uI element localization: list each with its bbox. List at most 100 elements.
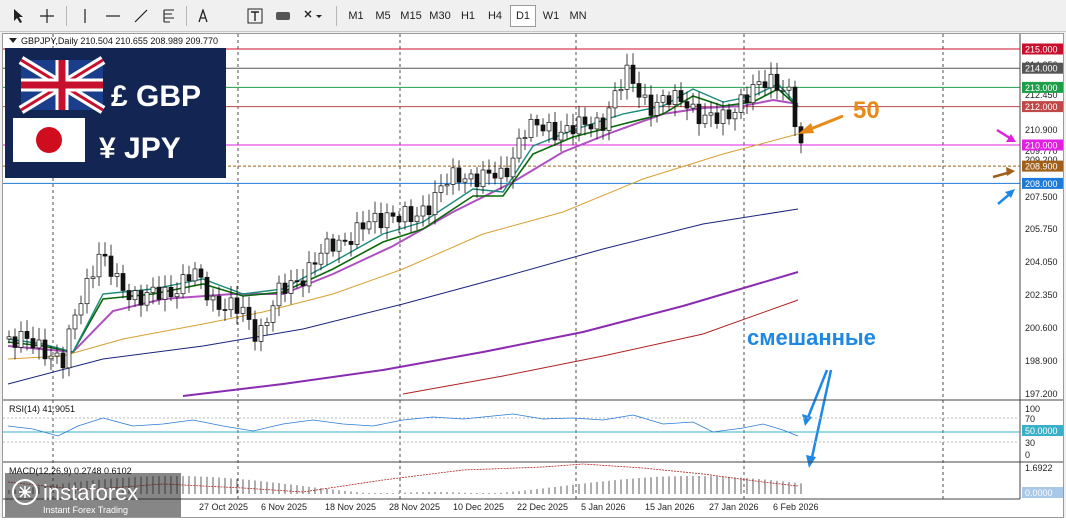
candle-body: [678, 90, 684, 102]
price-level-tag: [1022, 160, 1063, 172]
candle-body: [726, 109, 732, 120]
annotation-50: 50: [798, 97, 880, 134]
candle-body: [630, 64, 636, 84]
candle-body: [120, 273, 126, 291]
horizontal-line-icon: [106, 15, 120, 17]
candle-body: [366, 221, 372, 230]
candle-body: [24, 331, 30, 339]
annotation-mixed: смешанные: [747, 325, 876, 468]
candle-body: [150, 286, 156, 293]
candle-body: [450, 167, 456, 185]
candle-body: [174, 293, 180, 298]
candle-body: [108, 255, 114, 277]
timeframe-m5-button[interactable]: M5: [375, 10, 391, 22]
timeframe-mn-button[interactable]: MN: [569, 10, 587, 22]
candle-body: [252, 319, 258, 342]
rectangle-icon: [276, 12, 290, 20]
text-tool-button[interactable]: [192, 5, 214, 27]
candle-body: [744, 94, 750, 104]
candle-body: [54, 352, 60, 357]
horizontal-line-tool-button[interactable]: [102, 5, 124, 27]
candle-body: [492, 172, 498, 179]
date-tick-label: 15 Jan 2026: [645, 502, 695, 512]
candle-body: [96, 253, 102, 278]
candle-body: [738, 94, 744, 113]
text-label-tool-button[interactable]: [244, 5, 266, 27]
price-level-labels: 215.000 214.000 213.000 212.000 210.000 208.9…: [1022, 43, 1063, 189]
price-chart-canvas[interactable]: 214.350 212.450 210.900 209.770 209.200 …: [3, 34, 1063, 517]
sma-navy-line: [7, 208, 799, 385]
timeframe-h1-button[interactable]: H1: [460, 10, 476, 22]
timeframe-d1-button[interactable]: D1: [510, 5, 536, 27]
candle-body: [438, 185, 444, 193]
rsi-current-value: 50.0000: [1025, 426, 1058, 436]
rsi-panel[interactable]: RSI(14) 41.9051 100 70 50.0000 30 0: [3, 399, 1063, 460]
logo-gbp-label: £ GBP: [111, 80, 201, 113]
gbp-jpy-logo: £ GBP ¥ JPY: [5, 48, 226, 178]
chart-area[interactable]: 214.350 212.450 210.900 209.770 209.200 …: [2, 33, 1064, 518]
trendline-icon: [134, 9, 148, 23]
price-level-tag-text: 210.000: [1025, 141, 1058, 151]
candle-body: [756, 81, 762, 85]
candle-body: [156, 286, 162, 300]
candle-body: [66, 328, 72, 369]
candle-body: [420, 205, 426, 217]
price-tick-label: 205.750: [1025, 224, 1058, 234]
toolbar-separator: [66, 6, 67, 26]
timeframe-m1-button[interactable]: M1: [348, 10, 364, 22]
timeframe-h4-button[interactable]: H4: [487, 10, 503, 22]
timeframe-m30-button[interactable]: M30: [429, 10, 451, 22]
candle-body: [714, 112, 720, 124]
candle-body: [780, 89, 786, 92]
text-tool-glyph: [198, 9, 208, 23]
crosshair-tool-button[interactable]: [36, 5, 58, 27]
candle-body: [708, 112, 714, 116]
candle-body: [132, 290, 138, 301]
arrow-cursor-icon: [14, 9, 23, 23]
candle-body: [546, 122, 552, 132]
price-level-tag: [1022, 81, 1063, 93]
candle-body: [210, 295, 216, 301]
candle-body: [42, 339, 48, 360]
cursor-tool-button[interactable]: [8, 5, 30, 27]
timeframe-w1-button[interactable]: W1: [542, 10, 560, 22]
price-level-tag: [1022, 139, 1063, 151]
rsi-label: RSI(14) 41.9051: [9, 404, 75, 414]
candle-body: [372, 212, 378, 223]
candle-body: [138, 290, 144, 306]
fibonacci-tool-button[interactable]: [158, 5, 180, 27]
candle-body: [102, 253, 108, 257]
chart-title: GBPJPY,Daily 210.504 210.655 208.989 209…: [9, 36, 218, 46]
candle-body: [576, 116, 582, 135]
candle-body: [342, 239, 348, 242]
timeframe-m15-button[interactable]: M15: [400, 10, 422, 22]
candle-body: [624, 64, 630, 90]
price-tick-label: 204.050: [1025, 257, 1058, 267]
candle-body: [240, 306, 246, 314]
candle-body: [336, 239, 342, 252]
label-50: 50: [853, 97, 880, 124]
vertical-line-tool-button[interactable]: [74, 5, 96, 27]
candle-body: [720, 109, 726, 124]
candle-body: [12, 336, 18, 348]
arrows-tool-button[interactable]: [302, 5, 326, 27]
collapse-triangle-icon[interactable]: [9, 38, 17, 43]
shapes-tool-button[interactable]: [272, 5, 294, 27]
candle-body: [198, 268, 204, 278]
price-level-tag-text: 214.000: [1025, 64, 1058, 74]
candle-body: [216, 295, 222, 310]
rsi-line: [7, 413, 799, 437]
rsi-level-label: 70: [1025, 414, 1035, 424]
candle-body: [672, 90, 678, 105]
candle-body: [378, 212, 384, 229]
candle-body: [702, 114, 708, 125]
candle-body: [402, 206, 408, 223]
candle-body: [510, 157, 516, 178]
candle-body: [18, 331, 24, 348]
candle-body: [414, 215, 420, 222]
price-level-tag: [1022, 101, 1063, 113]
candle-body: [354, 222, 360, 245]
trendline-tool-button[interactable]: [130, 5, 152, 27]
candle-body: [246, 306, 252, 320]
candle-body: [234, 297, 240, 314]
